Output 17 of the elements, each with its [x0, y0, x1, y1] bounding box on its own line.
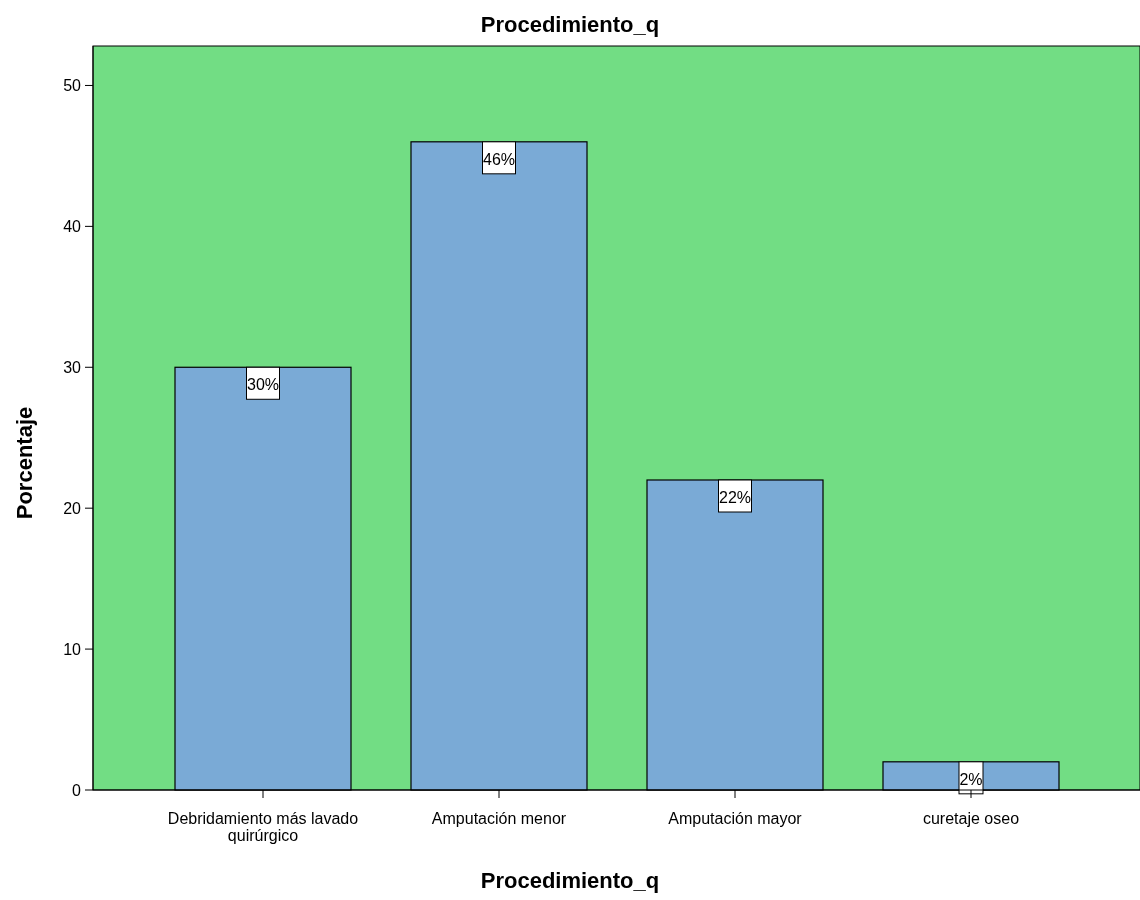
y-tick-label: 30 [63, 359, 82, 377]
data-label: 30% [246, 376, 280, 394]
y-tick-label: 50 [63, 77, 82, 95]
y-tick-label: 40 [63, 218, 82, 236]
y-tick-label: 10 [63, 641, 82, 659]
data-label: 22% [718, 489, 752, 506]
y-tick-label: 20 [63, 500, 82, 518]
chart-title: Procedimiento_q [480, 12, 660, 37]
x-tick-label: curetaje oseo [922, 810, 1020, 827]
x-tick-label: Amputación mayor [668, 810, 803, 827]
x-tick-label: Debridamiento más lavado quirúrgico [167, 810, 359, 844]
data-label: 46% [482, 150, 516, 168]
y-tick-label: 0 [72, 782, 82, 799]
y-axis-title: Porcentaje [12, 406, 37, 520]
x-tick-label: Amputación menor [431, 810, 567, 827]
data-label: 2% [959, 770, 983, 788]
x-axis-title: Procedimiento_q [480, 868, 660, 893]
